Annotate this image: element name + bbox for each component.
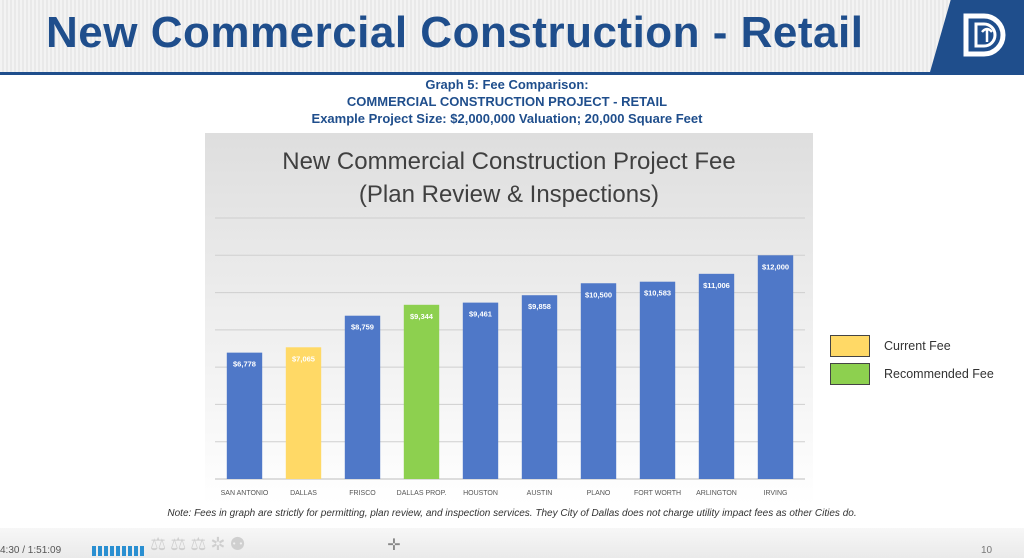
data-label: $9,461 xyxy=(469,310,492,319)
bar-dallas-prop xyxy=(403,304,440,479)
legend-swatch-recommended xyxy=(830,363,870,385)
category-label: AUSTIN xyxy=(527,490,553,497)
data-label: $10,500 xyxy=(585,290,612,299)
bar-fort-worth xyxy=(639,281,676,479)
category-label: HOUSTON xyxy=(463,490,498,497)
bar-houston xyxy=(462,302,499,479)
chart-legend: Current Fee Recommended Fee xyxy=(830,333,994,389)
crosshair-cursor-icon: ✛ xyxy=(387,537,401,554)
category-label: FRISCO xyxy=(349,490,376,497)
video-player-bar[interactable] xyxy=(0,528,1024,558)
chart-title-line-1: New Commercial Construction Project Fee xyxy=(282,148,736,175)
category-label: DALLAS PROP. xyxy=(397,490,447,497)
bar-frisco xyxy=(344,315,381,479)
data-label: $9,344 xyxy=(410,312,434,321)
graph-subtitles: Graph 5: Fee Comparison: COMMERCIAL CONS… xyxy=(0,76,1014,127)
city-logo-icon xyxy=(963,13,1006,57)
bar-san-antonio xyxy=(226,352,263,479)
data-label: $11,006 xyxy=(703,281,730,290)
bar-arlington xyxy=(698,273,735,479)
category-label: SAN ANTONIO xyxy=(221,490,269,497)
chart-panel: New Commercial Construction Project Fee … xyxy=(205,133,813,505)
bar-plano xyxy=(580,283,617,479)
watermark-icons: ⚖⚖⚖✲⚉ xyxy=(150,534,250,554)
data-label: $12,000 xyxy=(762,262,789,271)
project-size: Example Project Size: $2,000,000 Valuati… xyxy=(311,111,703,126)
project-type: COMMERCIAL CONSTRUCTION PROJECT - RETAIL xyxy=(346,94,668,109)
fee-bar-chart: $6,778 SAN ANTONIO $7,065 DALLAS $8,759 FRISC… xyxy=(215,217,805,497)
legend-item-recommended: Recommended Fee xyxy=(830,361,994,387)
video-progress-indicator[interactable] xyxy=(92,546,144,556)
data-label: $8,759 xyxy=(351,323,374,332)
legend-swatch-current xyxy=(830,335,870,357)
data-label: $6,778 xyxy=(233,360,256,369)
category-label: PLANO xyxy=(587,490,611,497)
video-timestamp: 4:30 / 1:51:09 xyxy=(0,545,62,556)
bar-austin xyxy=(521,295,558,479)
data-label: $9,858 xyxy=(528,302,551,311)
graph-caption: Graph 5: Fee Comparison: xyxy=(425,77,589,92)
category-label: DALLAS xyxy=(290,490,317,497)
legend-item-current: Current Fee xyxy=(830,333,994,359)
category-label: ARLINGTON xyxy=(696,490,737,497)
slide-header: New Commercial Construction - Retail xyxy=(0,0,1024,75)
legend-label-current: Current Fee xyxy=(884,339,951,353)
footnote: Note: Fees in graph are strictly for per… xyxy=(167,508,857,519)
chart-title: New Commercial Construction Project Fee … xyxy=(205,145,813,211)
page-number: 10 xyxy=(981,545,993,556)
chart-title-line-2: (Plan Review & Inspections) xyxy=(358,181,660,208)
bar-irving xyxy=(757,255,794,479)
category-label: IRVING xyxy=(764,490,788,497)
slide-title: New Commercial Construction - Retail xyxy=(46,8,864,57)
data-label: $7,065 xyxy=(292,354,315,363)
legend-label-recommended: Recommended Fee xyxy=(884,367,994,381)
data-label: $10,583 xyxy=(644,289,671,298)
bar-dallas xyxy=(285,347,322,479)
category-label: FORT WORTH xyxy=(634,490,681,497)
